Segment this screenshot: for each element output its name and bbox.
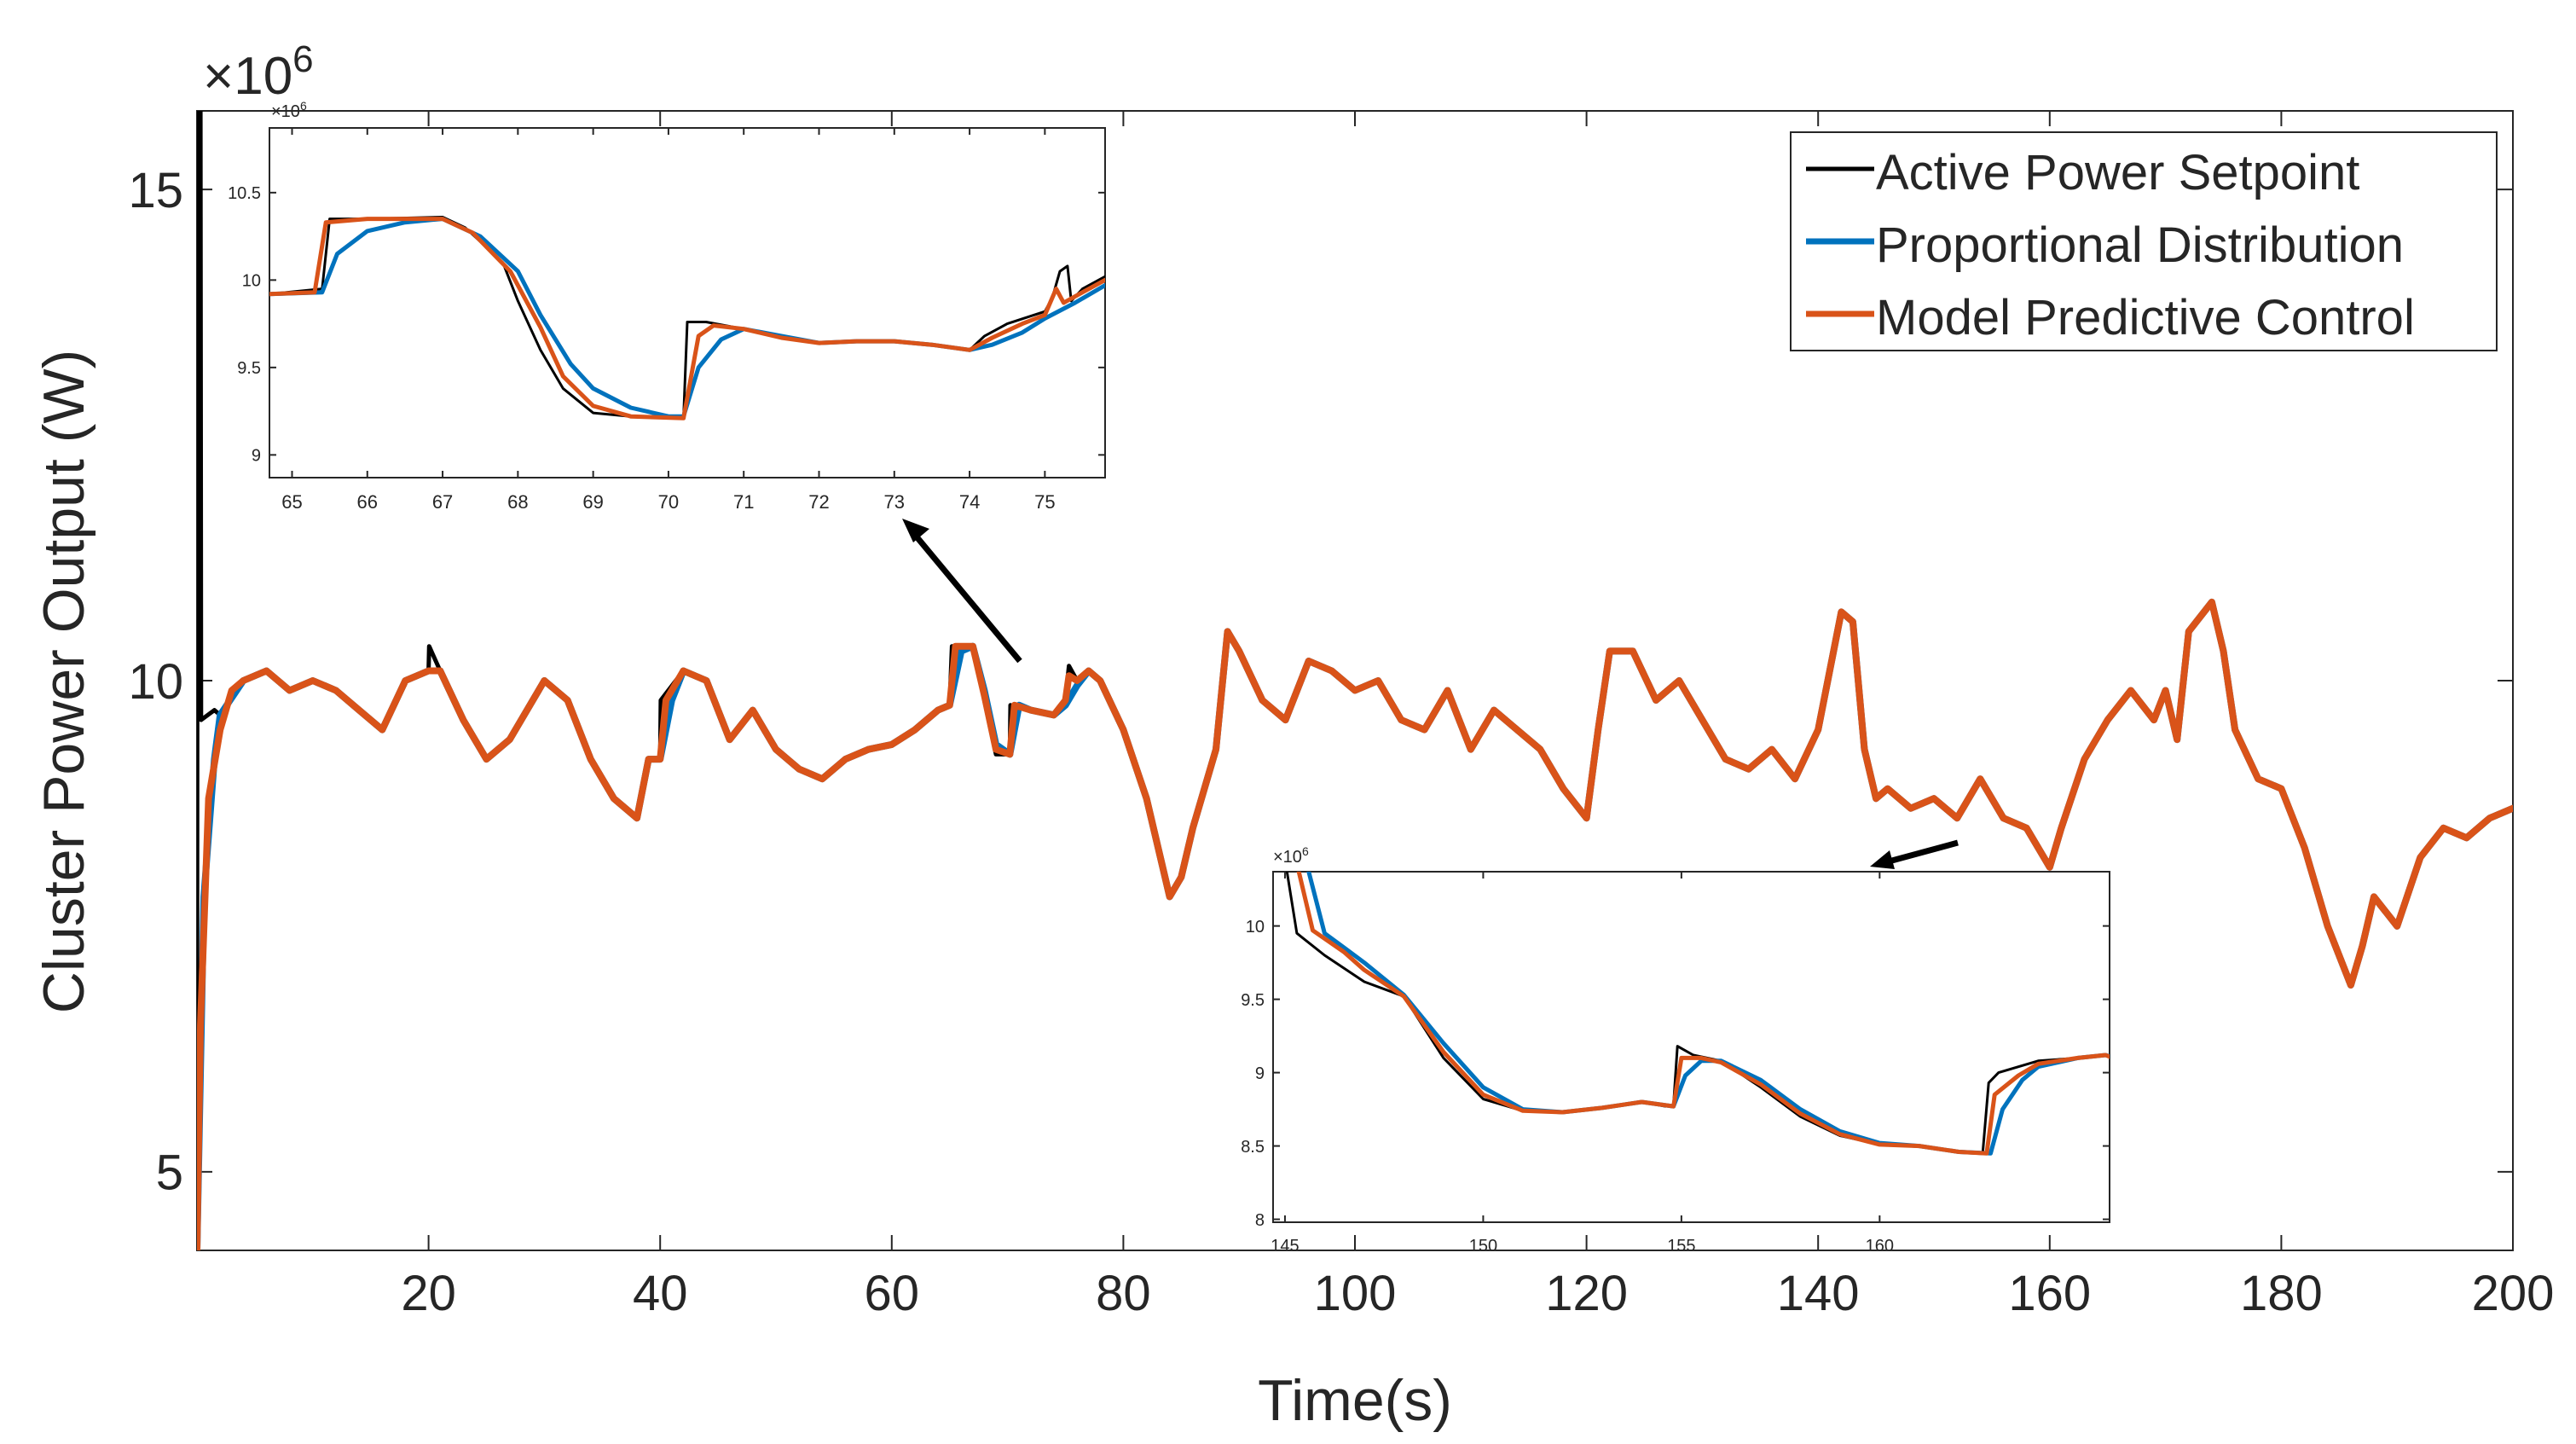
y-tick-label: 10.5 bbox=[228, 184, 261, 203]
inset1-exponent-label: ×106 bbox=[271, 99, 307, 121]
x-tick-label: 65 bbox=[281, 491, 302, 513]
x-tick-label: 72 bbox=[808, 491, 829, 513]
inset2-arrow-shaft bbox=[1888, 839, 1959, 865]
inset2-series-lines bbox=[1285, 872, 2110, 1156]
x-tick-label: 60 bbox=[865, 1266, 920, 1321]
x-tick-label: 20 bbox=[401, 1266, 456, 1321]
legend-label-proportional: Proportional Distribution bbox=[1876, 217, 2404, 273]
x-tick-label: 100 bbox=[1314, 1266, 1397, 1321]
inset2-ticks: 145 150 155 160 8 8.5 9 9.5 10 bbox=[1241, 872, 2110, 1256]
inset2-exponent-label: ×106 bbox=[1273, 844, 1309, 867]
y-tick-label: 8.5 bbox=[1241, 1138, 1265, 1157]
x-tick-label: 140 bbox=[1777, 1266, 1860, 1321]
legend-label-mpc: Model Predictive Control bbox=[1876, 290, 2415, 345]
x-axis-title: Time(s) bbox=[1258, 1368, 1452, 1433]
inset1-ticks: 65 66 67 68 69 70 71 72 73 74 75 9 9.5 10 10.5 bbox=[228, 128, 1105, 513]
inset1-series-lines bbox=[269, 216, 1105, 420]
y-tick-label: 9.5 bbox=[237, 359, 261, 378]
y-tick-label: 15 bbox=[128, 163, 183, 218]
y-tick-label: 8 bbox=[1255, 1211, 1265, 1230]
x-tick-label: 40 bbox=[633, 1266, 688, 1321]
x-tick-label: 69 bbox=[582, 491, 603, 513]
x-tick-label: 150 bbox=[1469, 1237, 1497, 1256]
legend-box bbox=[1790, 131, 2498, 351]
x-tick-label: 200 bbox=[2472, 1266, 2555, 1321]
inset2-series-mpc bbox=[1296, 872, 2110, 1156]
main-ticks: 20 40 60 80 100 120 140 160 180 200 5 10 15 bbox=[128, 111, 2554, 1321]
x-tick-label: 67 bbox=[432, 491, 453, 513]
main-series-mpc bbox=[197, 598, 2513, 1250]
inset2-series-proportional bbox=[1306, 872, 2110, 1156]
x-tick-label: 160 bbox=[2008, 1266, 2091, 1321]
y-tick-label: 10 bbox=[242, 272, 261, 291]
inset1-plot-area bbox=[269, 127, 1106, 478]
x-tick-label: 73 bbox=[884, 491, 905, 513]
inset1-series-mpc bbox=[269, 217, 1105, 420]
y-tick-label: 9 bbox=[1255, 1064, 1265, 1083]
y-tick-label: 9 bbox=[252, 447, 261, 466]
x-tick-label: 74 bbox=[959, 491, 980, 513]
x-tick-label: 120 bbox=[1545, 1266, 1628, 1321]
zoom-arrows bbox=[902, 519, 1959, 869]
inset2-arrow-head bbox=[1870, 850, 1895, 869]
x-tick-label: 180 bbox=[2240, 1266, 2323, 1321]
inset1-arrow-head bbox=[902, 519, 929, 542]
y-tick-label: 10 bbox=[1246, 918, 1265, 937]
x-tick-label: 155 bbox=[1667, 1237, 1695, 1256]
x-tick-label: 68 bbox=[507, 491, 528, 513]
x-tick-label: 71 bbox=[733, 491, 754, 513]
x-tick-label: 66 bbox=[357, 491, 378, 513]
y-tick-label: 5 bbox=[156, 1145, 183, 1201]
y-axis-title: Cluster Power Output (W) bbox=[32, 350, 96, 1013]
legend: Active Power Setpoint Proportional Distr… bbox=[1790, 131, 2498, 351]
y-tick-label: 9.5 bbox=[1241, 991, 1265, 1010]
legend-label-setpoint: Active Power Setpoint bbox=[1876, 145, 2359, 200]
x-tick-label: 145 bbox=[1271, 1237, 1299, 1256]
x-tick-label: 80 bbox=[1096, 1266, 1151, 1321]
x-tick-label: 70 bbox=[658, 491, 679, 513]
inset2-plot-area bbox=[1272, 871, 2110, 1223]
inset1-arrow-shaft bbox=[908, 527, 1022, 664]
main-exponent-label: ×106 bbox=[203, 38, 314, 106]
y-tick-label: 10 bbox=[128, 654, 183, 710]
main-series-lines bbox=[197, 111, 2513, 1250]
x-tick-label: 160 bbox=[1866, 1237, 1894, 1256]
x-tick-label: 75 bbox=[1034, 491, 1055, 513]
